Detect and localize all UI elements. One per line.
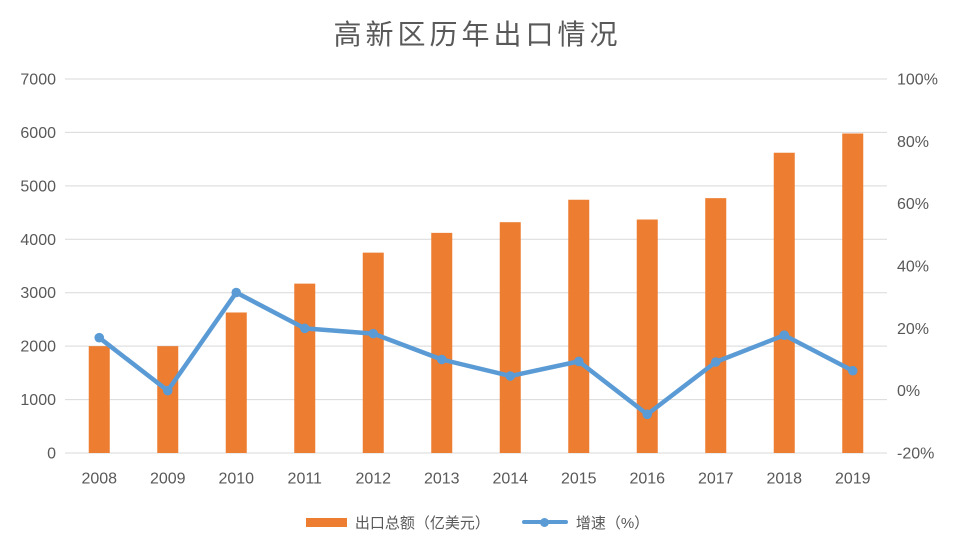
x-axis-label-2015: 2015 (561, 471, 597, 488)
growth-point-2012 (368, 328, 379, 339)
growth-point-2018 (779, 330, 790, 340)
bar-2011 (294, 283, 316, 453)
plot-area: 7000 6000 5000 4000 3000 2000 1000 0 100% 80% 60% 4… (20, 72, 938, 488)
x-axis-label-2014: 2014 (492, 471, 528, 488)
left-axis-tick: 2000 (20, 339, 56, 356)
bar-2018 (773, 152, 795, 453)
growth-point-2008 (94, 332, 105, 343)
bar-2012 (362, 252, 384, 453)
left-axis-tick: 0 (47, 446, 56, 463)
legend-label-growth-rate: 增速（%） (575, 514, 650, 532)
bar-2019 (842, 133, 864, 454)
bar-2016 (636, 219, 658, 453)
right-axis-tick: -20% (897, 446, 934, 463)
growth-point-2010 (231, 287, 242, 298)
growth-line (97, 290, 855, 417)
x-axis-label-2017: 2017 (698, 471, 734, 488)
x-axis-label-2011: 2011 (288, 471, 323, 488)
x-axis-label-2018: 2018 (766, 471, 802, 488)
left-axis-tick: 7000 (20, 72, 56, 89)
right-axis-tick: 40% (897, 259, 929, 276)
right-axis-tick: 60% (897, 196, 929, 213)
right-axis-tick: 80% (897, 134, 929, 151)
left-axis-tick: 6000 (20, 125, 56, 142)
bar-2017 (705, 198, 727, 453)
left-axis-tick: 1000 (20, 392, 56, 409)
bar-2010 (225, 312, 247, 453)
growth-point-2014 (505, 371, 516, 381)
x-axis-label-2010: 2010 (218, 471, 254, 488)
bar-2014 (499, 222, 521, 453)
bar-2015 (568, 199, 590, 453)
chart-title: 高新区历年出口情况 (333, 20, 622, 51)
left-axis-tick: 5000 (20, 178, 56, 195)
right-axis-tick: 20% (897, 321, 929, 338)
growth-point-2019 (847, 365, 858, 376)
bar-2009 (157, 346, 179, 453)
x-axis-label-2012: 2012 (355, 471, 391, 488)
right-axis-tick: 0% (897, 383, 920, 400)
legend-label-export-total: 出口总额（亿美元） (354, 514, 490, 532)
x-axis-label-2013: 2013 (424, 471, 460, 488)
x-axis-label-2008: 2008 (81, 471, 117, 488)
growth-point-2013 (436, 354, 447, 365)
bar-2013 (431, 232, 453, 453)
growth-point-2009 (162, 385, 173, 396)
legend-item-growth-rate: 增速（%） (521, 512, 650, 533)
bar-series-swatch-icon (305, 517, 347, 527)
bar-2008 (88, 346, 110, 453)
left-axis-tick: 3000 (20, 285, 56, 302)
line-series-swatch-icon (521, 517, 568, 527)
left-axis-tick: 4000 (20, 232, 56, 249)
growth-point-2011 (299, 323, 310, 334)
right-axis-tick: 100% (897, 72, 938, 89)
x-axis-label-2019: 2019 (835, 471, 871, 488)
growth-point-2017 (710, 357, 721, 367)
growth-point-2015 (573, 356, 584, 367)
x-axis-label-2016: 2016 (629, 471, 665, 488)
x-axis-label-2009: 2009 (150, 471, 186, 488)
legend: 出口总额（亿美元） 增速（%） (0, 507, 955, 537)
legend-item-export-total: 出口总额（亿美元） (305, 512, 490, 533)
growth-point-2016 (642, 409, 653, 420)
